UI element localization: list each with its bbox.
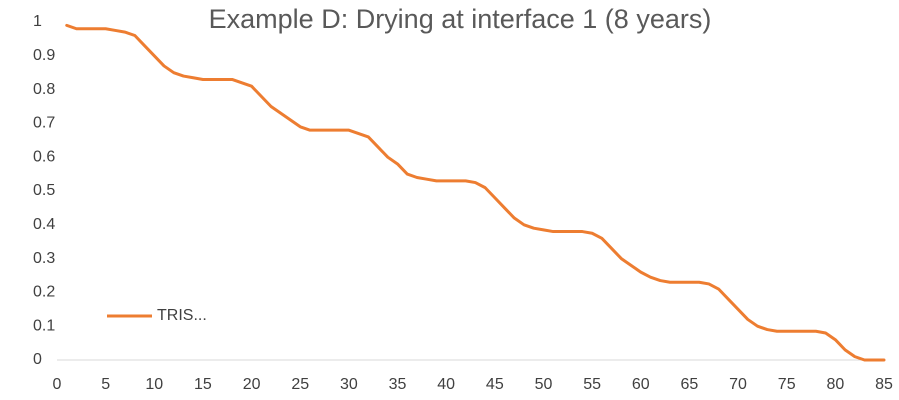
y-tick-label: 0.6: [33, 148, 55, 165]
y-tick-label: 0.9: [33, 47, 55, 64]
x-tick-label: 70: [729, 376, 747, 393]
x-tick-label: 30: [340, 376, 358, 393]
y-tick-label: 0.1: [33, 317, 55, 334]
y-tick-label: 0.2: [33, 284, 55, 301]
x-tick-label: 25: [291, 376, 309, 393]
x-tick-label: 65: [681, 376, 699, 393]
x-tick-label: 45: [486, 376, 504, 393]
x-tick-label: 5: [101, 376, 110, 393]
y-tick-label: 0.5: [33, 182, 55, 199]
legend-label: TRIS...: [157, 307, 207, 324]
x-tick-label: 75: [778, 376, 796, 393]
x-tick-label: 0: [53, 376, 62, 393]
y-tick-label: 0.8: [33, 81, 55, 98]
x-tick-label: 60: [632, 376, 650, 393]
y-tick-label: 0.7: [33, 115, 55, 132]
x-tick-label: 50: [535, 376, 553, 393]
y-tick-label: 0.3: [33, 250, 55, 267]
x-tick-label: 20: [243, 376, 261, 393]
x-tick-label: 85: [875, 376, 893, 393]
line-series: [65, 23, 886, 362]
x-tick-label: 80: [826, 376, 844, 393]
y-tick-label: 1: [33, 13, 42, 30]
x-tick-label: 15: [194, 376, 212, 393]
x-tick-label: 40: [437, 376, 455, 393]
y-tick-label: 0: [33, 351, 42, 368]
y-tick-label: 0.4: [33, 216, 55, 233]
chart-title: Example D: Drying at interface 1 (8 year…: [209, 4, 712, 34]
x-tick-label: 35: [389, 376, 407, 393]
x-tick-label: 55: [583, 376, 601, 393]
x-tick-label: 10: [145, 376, 163, 393]
